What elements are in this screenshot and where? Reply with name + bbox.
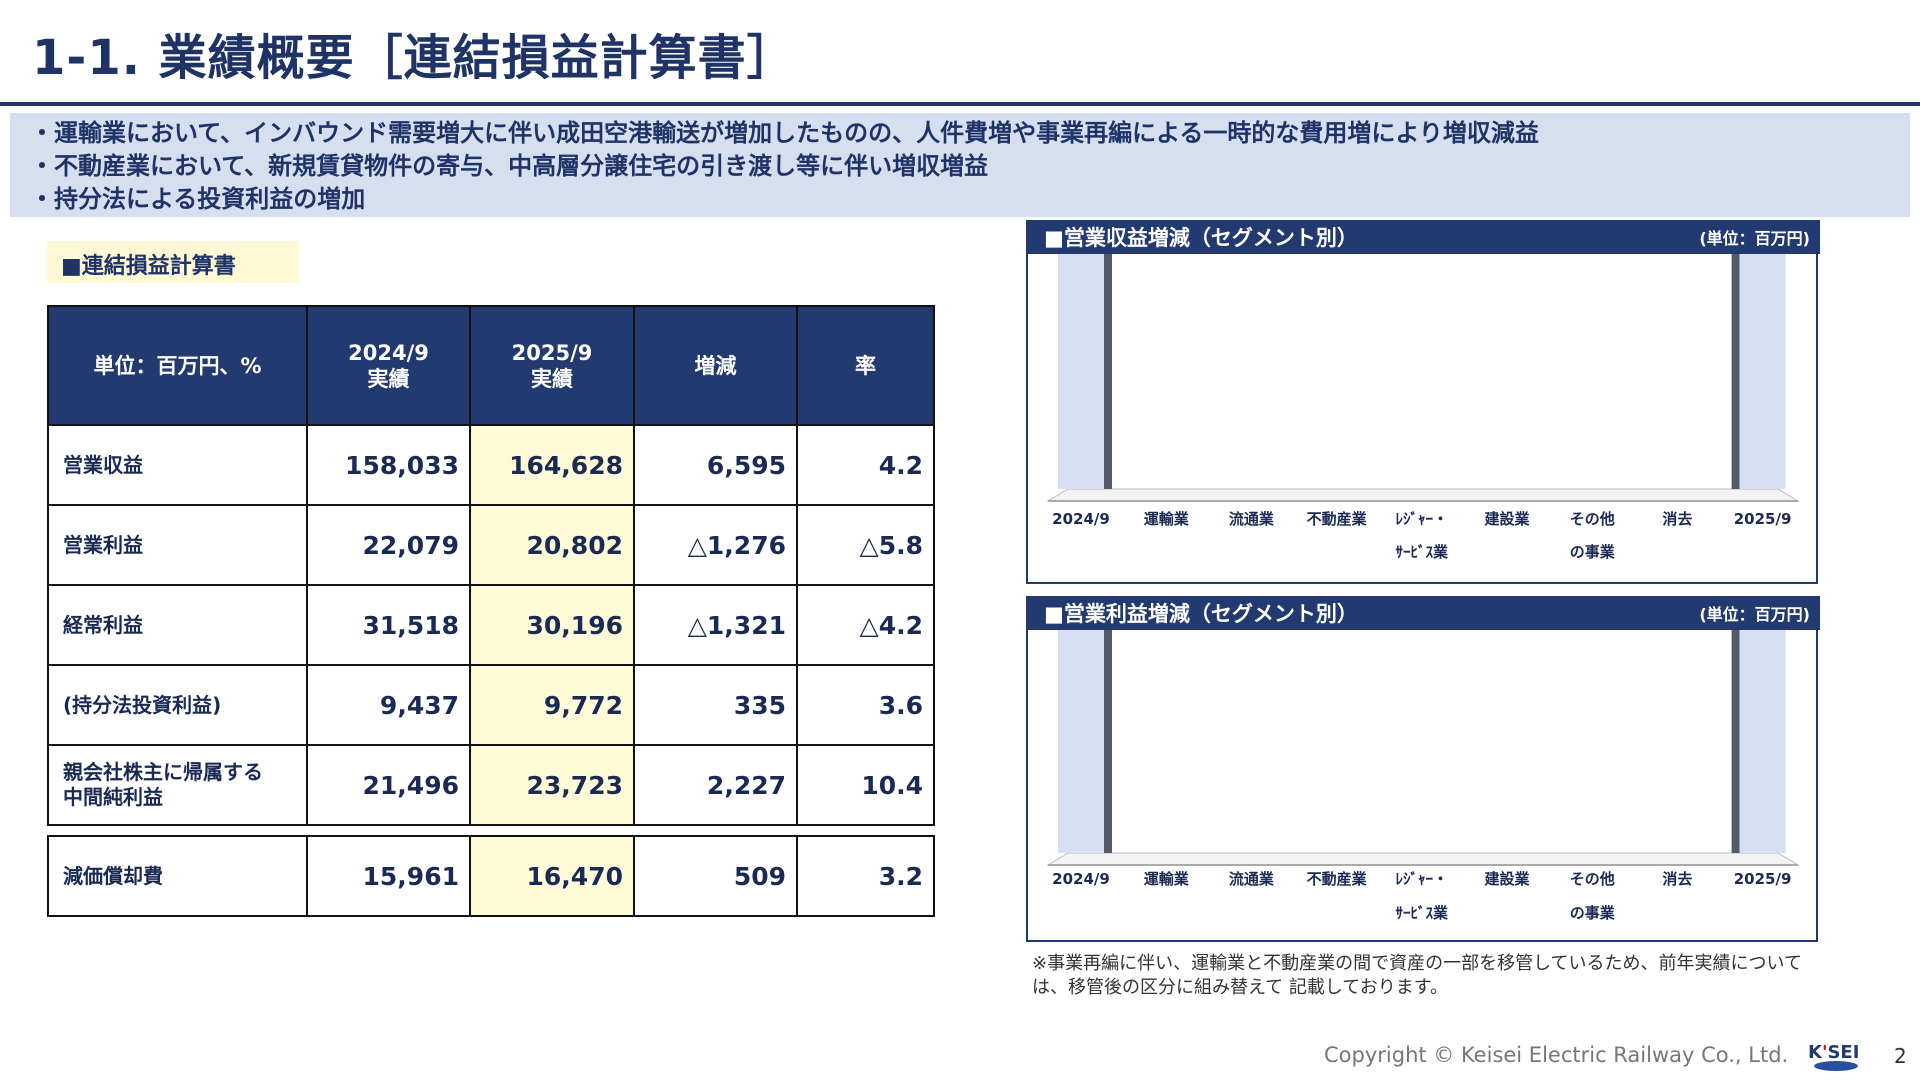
category-label: ﾚｼﾞｬｰ・ [1396, 870, 1449, 888]
table-row: 営業利益 22,079 20,802 △1,276 △5.8 [47, 504, 935, 586]
column-header: 率 [796, 305, 935, 426]
category-label: の事業 [1570, 543, 1616, 561]
category-label: ﾚｼﾞｬｰ・ [1396, 510, 1449, 528]
footnote: ※事業再編に伴い、運輸業と不動産業の間で資産の一部を移管しているため、前年実績に… [1032, 953, 1802, 998]
cell-value: 2,227 [633, 744, 798, 826]
cell-value: 9,772 [469, 664, 635, 746]
keisei-logo: K'SEI [1808, 1042, 1859, 1071]
cell-value: 6,595 [633, 424, 798, 506]
title-divider [0, 102, 1920, 106]
cell-value: 30,196 [469, 584, 635, 666]
spacer [48, 824, 934, 837]
summary-box: ・運輸業において、インバウンド需要増大に伴い成田空港輸送が増加したものの、人件費… [10, 113, 1910, 217]
category-label: 流通業 [1229, 870, 1275, 888]
bar-0 [1058, 0, 1104, 489]
category-label: 建設業 [1484, 510, 1530, 528]
column-header: 2025/9 実績 [469, 305, 635, 426]
cell-value: 15,961 [306, 835, 471, 917]
cell-value: 335 [633, 664, 798, 746]
row-label: 減価償却費 [47, 835, 308, 917]
cell-value: 21,496 [306, 744, 471, 826]
page-number: 2 [1894, 1044, 1907, 1068]
category-label: 流通業 [1229, 510, 1275, 528]
category-label: 消去 [1662, 510, 1692, 528]
category-label: ｻｰﾋﾞｽ業 [1396, 904, 1450, 922]
profit-waterfall-chart: 22,0792024/9△2,279運輸業△96流通業715不動産業△35ﾚｼﾞ… [1046, 0, 1800, 922]
cell-value: 164,628 [469, 424, 635, 506]
column-header: 単位：百万円、% [47, 305, 308, 426]
profit-chart-panel: 22,0792024/9△2,279運輸業△96流通業715不動産業△35ﾚｼﾞ… [1026, 0, 1818, 942]
bar-side [1104, 0, 1112, 853]
category-label: の事業 [1570, 904, 1616, 922]
summary-bullet: ・不動産業において、新規賃貸物件の寄与、中高層分譲住宅の引き渡し等に伴い増収増益 [30, 152, 989, 180]
bar-side [1104, 0, 1112, 489]
chart-title: ■営業収益増減（セグメント別） [1044, 226, 1358, 250]
category-label: 消去 [1662, 870, 1692, 888]
cell-value: 158,033 [306, 424, 471, 506]
svg-text:K'SEI: K'SEI [1808, 1042, 1859, 1063]
row-label: 親会社株主に帰属する 中間純利益 [47, 744, 308, 826]
cell-value: 509 [633, 835, 798, 917]
bar-side [1731, 0, 1740, 853]
column-header: 増減 [633, 305, 798, 426]
category-label: 2024/9 [1052, 870, 1110, 888]
page-title: 1-1. 業績概要［連結損益計算書］ [32, 30, 796, 86]
category-label: 不動産業 [1307, 870, 1368, 888]
cell-value: 31,518 [306, 584, 471, 666]
category-label: その他 [1570, 510, 1615, 528]
table-row: 親会社株主に帰属する 中間純利益 21,496 23,723 2,227 10.4 [47, 744, 935, 826]
cell-value: △1,321 [633, 584, 798, 666]
chart-title: ■営業利益増減（セグメント別） [1044, 602, 1358, 626]
chart-unit: (単位：百万円) [1699, 229, 1810, 248]
category-label: ｻｰﾋﾞｽ業 [1396, 543, 1450, 561]
cell-value: 10.4 [796, 744, 935, 826]
category-label: 2024/9 [1052, 510, 1110, 528]
revenue-chart-panel: 158,0332024/94,183運輸業1,016流通業2,318不動産業57… [1026, 0, 1818, 584]
copyright: Copyright © Keisei Electric Railway Co.,… [1324, 1043, 1789, 1067]
revenue-waterfall-chart: 158,0332024/94,183運輸業1,016流通業2,318不動産業57… [1046, 0, 1800, 561]
row-label: 経常利益 [47, 584, 308, 666]
bar-8 [1739, 0, 1786, 853]
summary-bullet: ・持分法による投資利益の増加 [30, 185, 366, 213]
category-label: 建設業 [1484, 870, 1530, 888]
bar-0 [1058, 0, 1104, 853]
row-label: 営業収益 [47, 424, 308, 506]
floor [1046, 852, 1800, 866]
revenue-chart-header: ■営業収益増減（セグメント別） (単位：百万円) [1026, 220, 1820, 254]
cell-value: △4.2 [796, 584, 935, 666]
category-label: その他 [1570, 870, 1615, 888]
table-row: 減価償却費 15,961 16,470 509 3.2 [47, 835, 935, 917]
cell-value: 3.6 [796, 664, 935, 746]
profit-chart-header: ■営業利益増減（セグメント別） (単位：百万円) [1026, 596, 1820, 630]
row-label: (持分法投資利益) [47, 664, 308, 746]
table-label: ■連結損益計算書 [47, 241, 299, 283]
cell-value: △5.8 [796, 504, 935, 586]
cell-value: 4.2 [796, 424, 935, 506]
table-row: 営業収益 158,033 164,628 6,595 4.2 [47, 424, 935, 506]
cell-value: 22,079 [306, 504, 471, 586]
cell-value: 9,437 [306, 664, 471, 746]
chart-unit: (単位：百万円) [1699, 605, 1810, 624]
category-label: 運輸業 [1144, 510, 1190, 528]
summary-bullet: ・運輸業において、インバウンド需要増大に伴い成田空港輸送が増加したものの、人件費… [30, 119, 1539, 147]
category-label: 不動産業 [1307, 510, 1368, 528]
floor [1046, 488, 1800, 502]
cell-value: 16,470 [469, 835, 635, 917]
cell-value: 3.2 [796, 835, 935, 917]
category-label: 運輸業 [1144, 870, 1190, 888]
cell-value: 20,802 [469, 504, 635, 586]
table-row: 経常利益 31,518 30,196 △1,321 △4.2 [47, 584, 935, 666]
table-row: (持分法投資利益) 9,437 9,772 335 3.6 [47, 664, 935, 746]
row-label: 営業利益 [47, 504, 308, 586]
column-header: 2024/9 実績 [306, 305, 471, 426]
bar-8 [1739, 0, 1786, 489]
bar-side [1731, 0, 1740, 489]
category-label: 2025/9 [1734, 870, 1792, 888]
cell-value: 23,723 [469, 744, 635, 826]
income-statement-table: 単位：百万円、% 2024/9 実績 2025/9 実績 増減率 営業収益 158,03… [47, 305, 935, 917]
cell-value: △1,276 [633, 504, 798, 586]
category-label: 2025/9 [1734, 510, 1792, 528]
